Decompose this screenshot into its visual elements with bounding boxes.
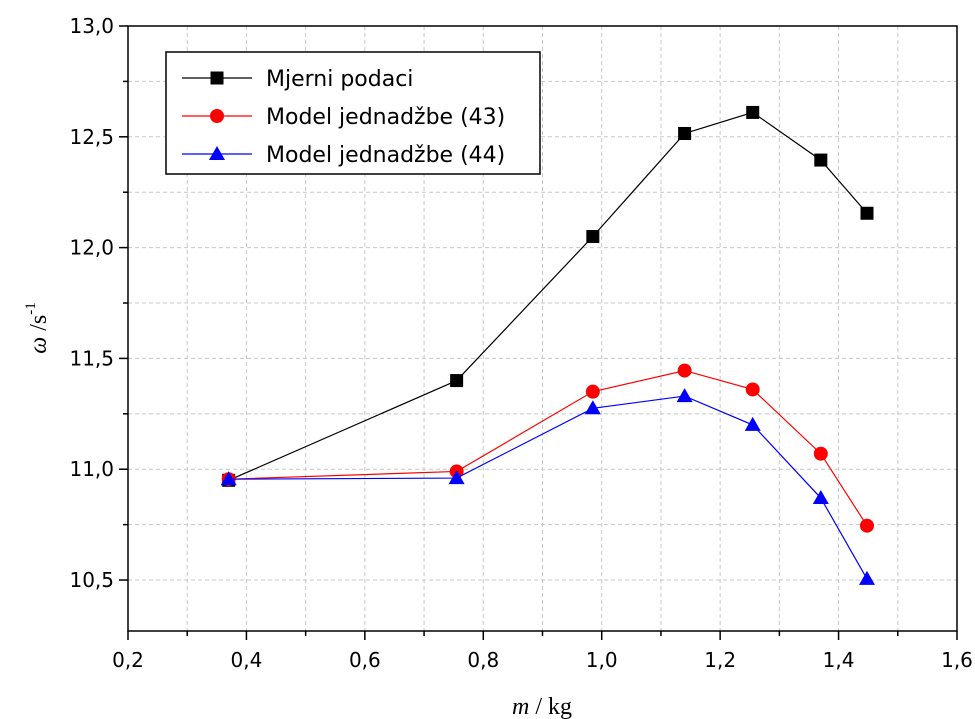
data-point-circle xyxy=(210,109,224,123)
legend-label: Mjerni podaci xyxy=(266,67,413,92)
legend-label: Model jednadžbe (44) xyxy=(266,143,505,168)
data-point-square xyxy=(450,374,464,388)
data-point-square xyxy=(586,230,600,244)
y-tick-label: 10,5 xyxy=(69,568,114,592)
x-tick-label: 0,8 xyxy=(467,648,499,672)
data-point-triangle xyxy=(220,471,237,486)
x-axis-unit: / kg xyxy=(529,694,572,719)
data-point-triangle xyxy=(448,470,465,485)
data-point-circle xyxy=(677,363,692,378)
legend-label: Model jednadžbe (43) xyxy=(266,105,505,130)
data-point-triangle xyxy=(209,146,225,160)
y-axis-title: ω /s-1 xyxy=(23,302,52,353)
data-point-triangle xyxy=(858,570,875,585)
legend-item: Model jednadžbe (43) xyxy=(182,105,505,130)
legend-item: Mjerni podaci xyxy=(182,67,413,92)
data-point-square xyxy=(860,206,874,220)
data-point-square xyxy=(746,105,760,119)
y-tick-label: 12,0 xyxy=(69,236,114,260)
x-tick-label: 0,4 xyxy=(231,648,263,672)
legend-item: Model jednadžbe (44) xyxy=(182,143,505,168)
data-point-triangle xyxy=(676,388,693,403)
series-2 xyxy=(221,363,874,533)
y-tick-label: 12,5 xyxy=(69,125,114,149)
data-point-triangle xyxy=(812,490,829,505)
x-tick-label: 0,2 xyxy=(112,648,144,672)
x-tick-label: 1,2 xyxy=(704,648,736,672)
x-tick-label: 1,4 xyxy=(823,648,855,672)
x-tick-label: 0,6 xyxy=(349,648,381,672)
data-point-triangle xyxy=(744,416,761,431)
y-axis-unit-superscript: -1 xyxy=(23,302,39,315)
data-point-circle xyxy=(745,382,760,397)
y-tick-label: 13,0 xyxy=(69,14,114,38)
data-point-square xyxy=(678,126,692,140)
data-point-square xyxy=(210,71,224,85)
series-line xyxy=(228,395,868,580)
series-line xyxy=(228,369,868,527)
data-point-triangle xyxy=(584,400,601,415)
y-axis-variable: ω xyxy=(26,337,52,354)
x-tick-label: 1,0 xyxy=(586,648,618,672)
series-3 xyxy=(220,388,875,585)
x-axis-variable: m xyxy=(512,694,529,719)
y-axis-unit: /s xyxy=(26,315,52,337)
data-series xyxy=(220,105,875,585)
data-point-square xyxy=(814,153,828,167)
axis-ticks: 0,2 0,4 0,6 0,8 1,0 1,2 1,4 1,6 10,5 11,0 11,5 12,0… xyxy=(69,14,972,672)
x-axis-title: m / kg xyxy=(512,694,572,719)
x-tick-label: 1,6 xyxy=(941,648,973,672)
svg-text:ω /s-1: ω /s-1 xyxy=(23,302,52,353)
y-tick-label: 11,5 xyxy=(69,346,114,370)
data-point-circle xyxy=(859,518,874,533)
data-point-circle xyxy=(585,384,600,399)
y-tick-label: 11,0 xyxy=(69,457,114,481)
data-point-circle xyxy=(813,446,828,461)
legend: Mjerni podaci Model jednadžbe (43) Model j… xyxy=(165,51,541,175)
